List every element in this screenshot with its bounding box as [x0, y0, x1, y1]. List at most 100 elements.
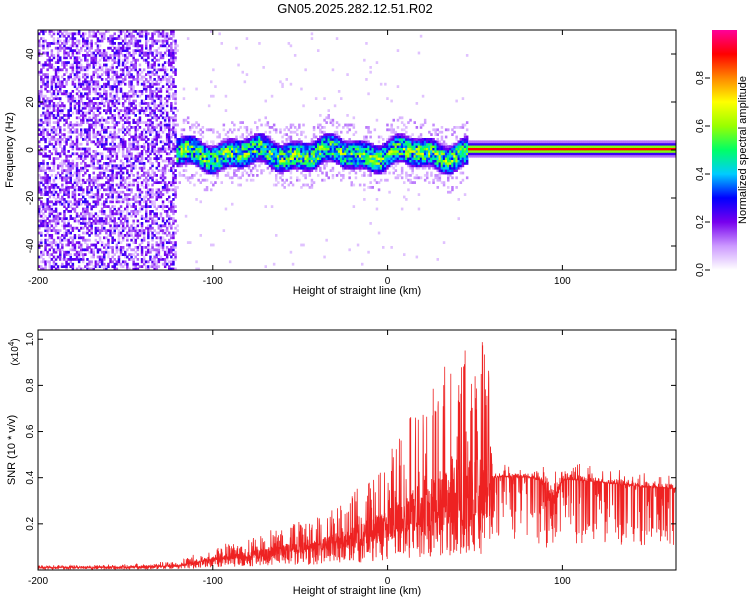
spectrogram-cell — [174, 46, 177, 50]
spectrogram-cell — [84, 106, 87, 110]
spectrogram-cell — [121, 123, 125, 127]
spectrogram-cell — [82, 181, 85, 184]
spectrogram-cell — [145, 37, 148, 40]
spectrogram-cell — [329, 140, 333, 144]
spectrogram-cell — [124, 178, 127, 182]
spectrogram-cell — [82, 106, 85, 110]
spectrogram-cell — [77, 174, 81, 177]
spectrogram-cell — [63, 73, 66, 76]
spectrogram-cell — [63, 188, 66, 192]
spectrogram-cell — [38, 169, 41, 172]
spectrogram-cell — [172, 188, 175, 192]
spectrogram-cell — [56, 42, 60, 45]
spectrogram-cell — [92, 90, 95, 93]
spectrogram-cell — [75, 140, 79, 144]
spectrogram-cell — [140, 130, 144, 134]
spectrogram-cell — [111, 104, 114, 108]
spectrogram-cell — [96, 265, 100, 268]
spectrogram-cell — [130, 164, 133, 168]
spectrogram-cell — [170, 42, 173, 45]
spectrogram-cell — [151, 238, 154, 242]
spectrogram-cell — [256, 152, 259, 156]
spectrogram-cell — [105, 130, 108, 134]
spectrogram-cell — [193, 130, 196, 134]
spectrogram-cell — [86, 267, 89, 270]
spectrogram-cell — [176, 109, 179, 112]
spectrogram-cell — [75, 130, 79, 134]
spectrogram-cell — [285, 133, 288, 136]
spectrogram-cell — [90, 44, 93, 48]
spectrogram-cell — [103, 109, 106, 112]
spectrogram-cell — [48, 205, 51, 208]
spectrogram-cell — [308, 152, 312, 156]
spectrogram-cell — [115, 73, 119, 76]
spectrogram-cell — [56, 157, 60, 160]
spectrogram-cell — [138, 78, 142, 81]
spectrogram-cell — [100, 222, 104, 225]
spectrogram-cell — [105, 56, 108, 60]
spectrogram-cell — [69, 114, 72, 117]
spectrogram-cell — [46, 68, 49, 72]
spectrogram-cell — [88, 188, 91, 192]
spectrogram-cell — [75, 255, 79, 259]
spectrogram-cell — [105, 200, 108, 204]
spectrogram-cell — [56, 37, 60, 40]
spectrogram-cell — [40, 123, 43, 127]
spectrogram-cell — [90, 39, 93, 43]
spectrogram-cell — [119, 159, 123, 163]
spectrogram-cell — [92, 171, 95, 175]
spectrogram-cell — [75, 63, 79, 67]
spectrogram-cell — [67, 159, 70, 163]
spectrogram-cell — [222, 166, 226, 170]
spectrogram-cell — [247, 154, 251, 158]
spectrogram-cell — [115, 85, 119, 88]
spectrogram-cell — [109, 54, 112, 57]
spectrogram-cell — [140, 154, 144, 158]
spectrogram-cell — [163, 150, 167, 153]
spectrogram-cell — [145, 267, 148, 270]
spectrogram-cell — [155, 190, 158, 194]
spectrogram-cell — [153, 66, 156, 69]
spectrogram-cell — [147, 265, 150, 268]
spectrogram-cell — [172, 248, 175, 252]
spectrogram-cell — [147, 70, 150, 74]
spectrogram-cell — [159, 68, 163, 72]
spectrogram-cell — [96, 190, 100, 194]
spectrogram-cell — [285, 169, 288, 172]
spectrogram-cell — [92, 63, 95, 67]
spectrogram-cell — [163, 222, 167, 225]
spectrogram-cell — [48, 150, 51, 153]
spectrogram-cell — [130, 111, 133, 115]
spectrogram-cell — [50, 210, 54, 213]
spectrogram-cell — [109, 116, 112, 120]
spectrogram-cell — [119, 212, 123, 216]
spectrogram-cell — [117, 236, 121, 240]
spectrogram-cell — [157, 34, 161, 38]
spectrogram-cell — [77, 219, 81, 223]
spectrogram-cell — [71, 34, 75, 38]
spectrogram-cell — [212, 140, 215, 144]
spectrogram-cell — [254, 121, 257, 124]
spectrogram-cell — [272, 147, 276, 151]
spectrogram-cell — [103, 267, 106, 270]
spectrogram-cell — [256, 154, 259, 158]
spectrogram-cell — [94, 217, 98, 220]
spectrogram-cell — [109, 130, 112, 134]
spectrogram-cell — [155, 181, 158, 184]
spectrogram-cell — [159, 174, 163, 177]
spectrogram-cell — [59, 140, 62, 144]
spectrogram-cell — [124, 250, 127, 254]
spectrogram-cell — [247, 138, 251, 141]
spectrogram-cell — [67, 229, 70, 232]
spectrogram-cell — [161, 63, 165, 67]
spectrogram-cell — [94, 238, 98, 242]
spectrogram-cell — [86, 262, 89, 266]
spectrogram-cell — [126, 236, 129, 240]
spectrogram-cell — [94, 92, 98, 96]
spectrogram-cell — [161, 193, 165, 196]
spectrogram-cell — [40, 210, 43, 213]
spectrogram-cell — [126, 94, 129, 98]
spectrogram-cell — [96, 133, 100, 136]
spectrogram-cell — [281, 166, 284, 170]
spectrogram-cell — [266, 157, 270, 160]
